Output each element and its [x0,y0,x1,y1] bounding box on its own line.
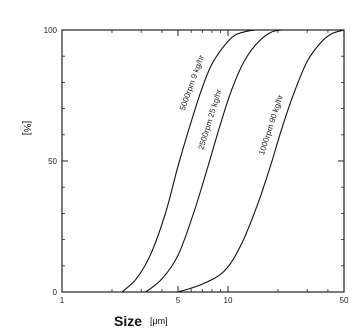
series-label-3: 1000rpm 90 kg/hr [257,93,285,156]
x-tick-label: 50 [340,296,349,305]
series-line-1 [121,29,255,293]
y-tick-label: 0 [53,288,58,297]
x-tick-label: 1 [60,296,65,305]
series-label-1: 5000rpm 9 kg/hr [178,54,206,112]
y-tick-label: 100 [44,26,58,35]
y-tick-label: 50 [48,157,57,166]
x-tick-label: 10 [224,296,233,305]
x-axis-label: Size [114,313,142,329]
plot-frame [61,29,345,293]
y-axis-label: [%] [21,121,32,136]
x-axis-unit: [μm] [150,316,168,326]
axis-ticks: 0 50 100 1 5 10 50 [44,26,349,305]
series-curves [121,29,345,293]
x-tick-label: 5 [176,296,181,305]
series-line-3 [177,29,345,293]
series-label-2: 2500rpm 25 kg/hr [197,88,224,151]
series-line-2 [145,29,282,293]
